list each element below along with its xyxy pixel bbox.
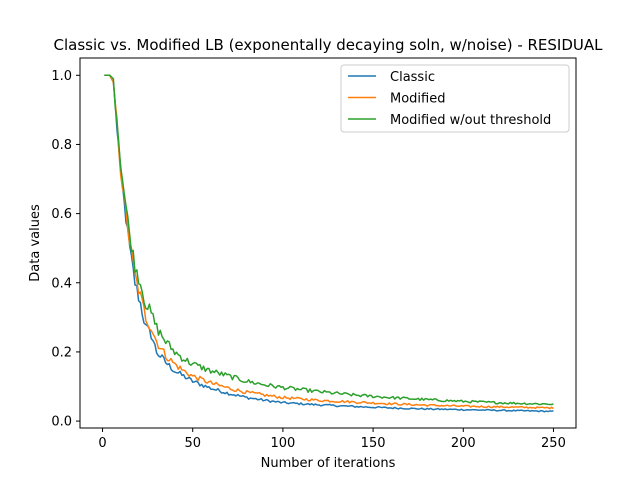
y-tick-label: 0.2 [51, 345, 72, 360]
y-tick-label: 0.0 [51, 415, 72, 430]
legend-label-2: Modified w/out threshold [390, 113, 551, 128]
y-tick-label: 0.4 [51, 276, 72, 291]
axis-ticks: 0 50 100 150 200 250 0.0 0.2 0.4 0.6 0.8 1.0 [51, 69, 566, 451]
legend: Classic Modified Modified w/out threshold [340, 64, 570, 133]
y-tick-label: 1.0 [51, 69, 72, 84]
x-tick-label: 100 [270, 436, 295, 451]
chart-title: Classic vs. Modified LB (exponentally de… [54, 36, 604, 54]
legend-box [340, 64, 570, 133]
x-axis-label: Number of iterations [261, 456, 396, 471]
y-tick-label: 0.8 [51, 138, 72, 153]
y-axis-label: Data values [28, 204, 43, 282]
x-tick-label: 0 [98, 436, 106, 451]
x-tick-label: 200 [451, 436, 476, 451]
series-line-0 [104, 74, 554, 413]
x-tick-label: 250 [541, 436, 566, 451]
plot-lines [104, 74, 554, 413]
y-tick-label: 0.6 [51, 207, 72, 222]
x-tick-label: 150 [361, 436, 386, 451]
legend-label-1: Modified [390, 92, 445, 107]
legend-label-0: Classic [390, 70, 435, 85]
series-line-1 [104, 74, 554, 410]
series-line-2 [104, 74, 554, 406]
plot-frame [79, 57, 577, 429]
x-tick-label: 50 [184, 436, 201, 451]
